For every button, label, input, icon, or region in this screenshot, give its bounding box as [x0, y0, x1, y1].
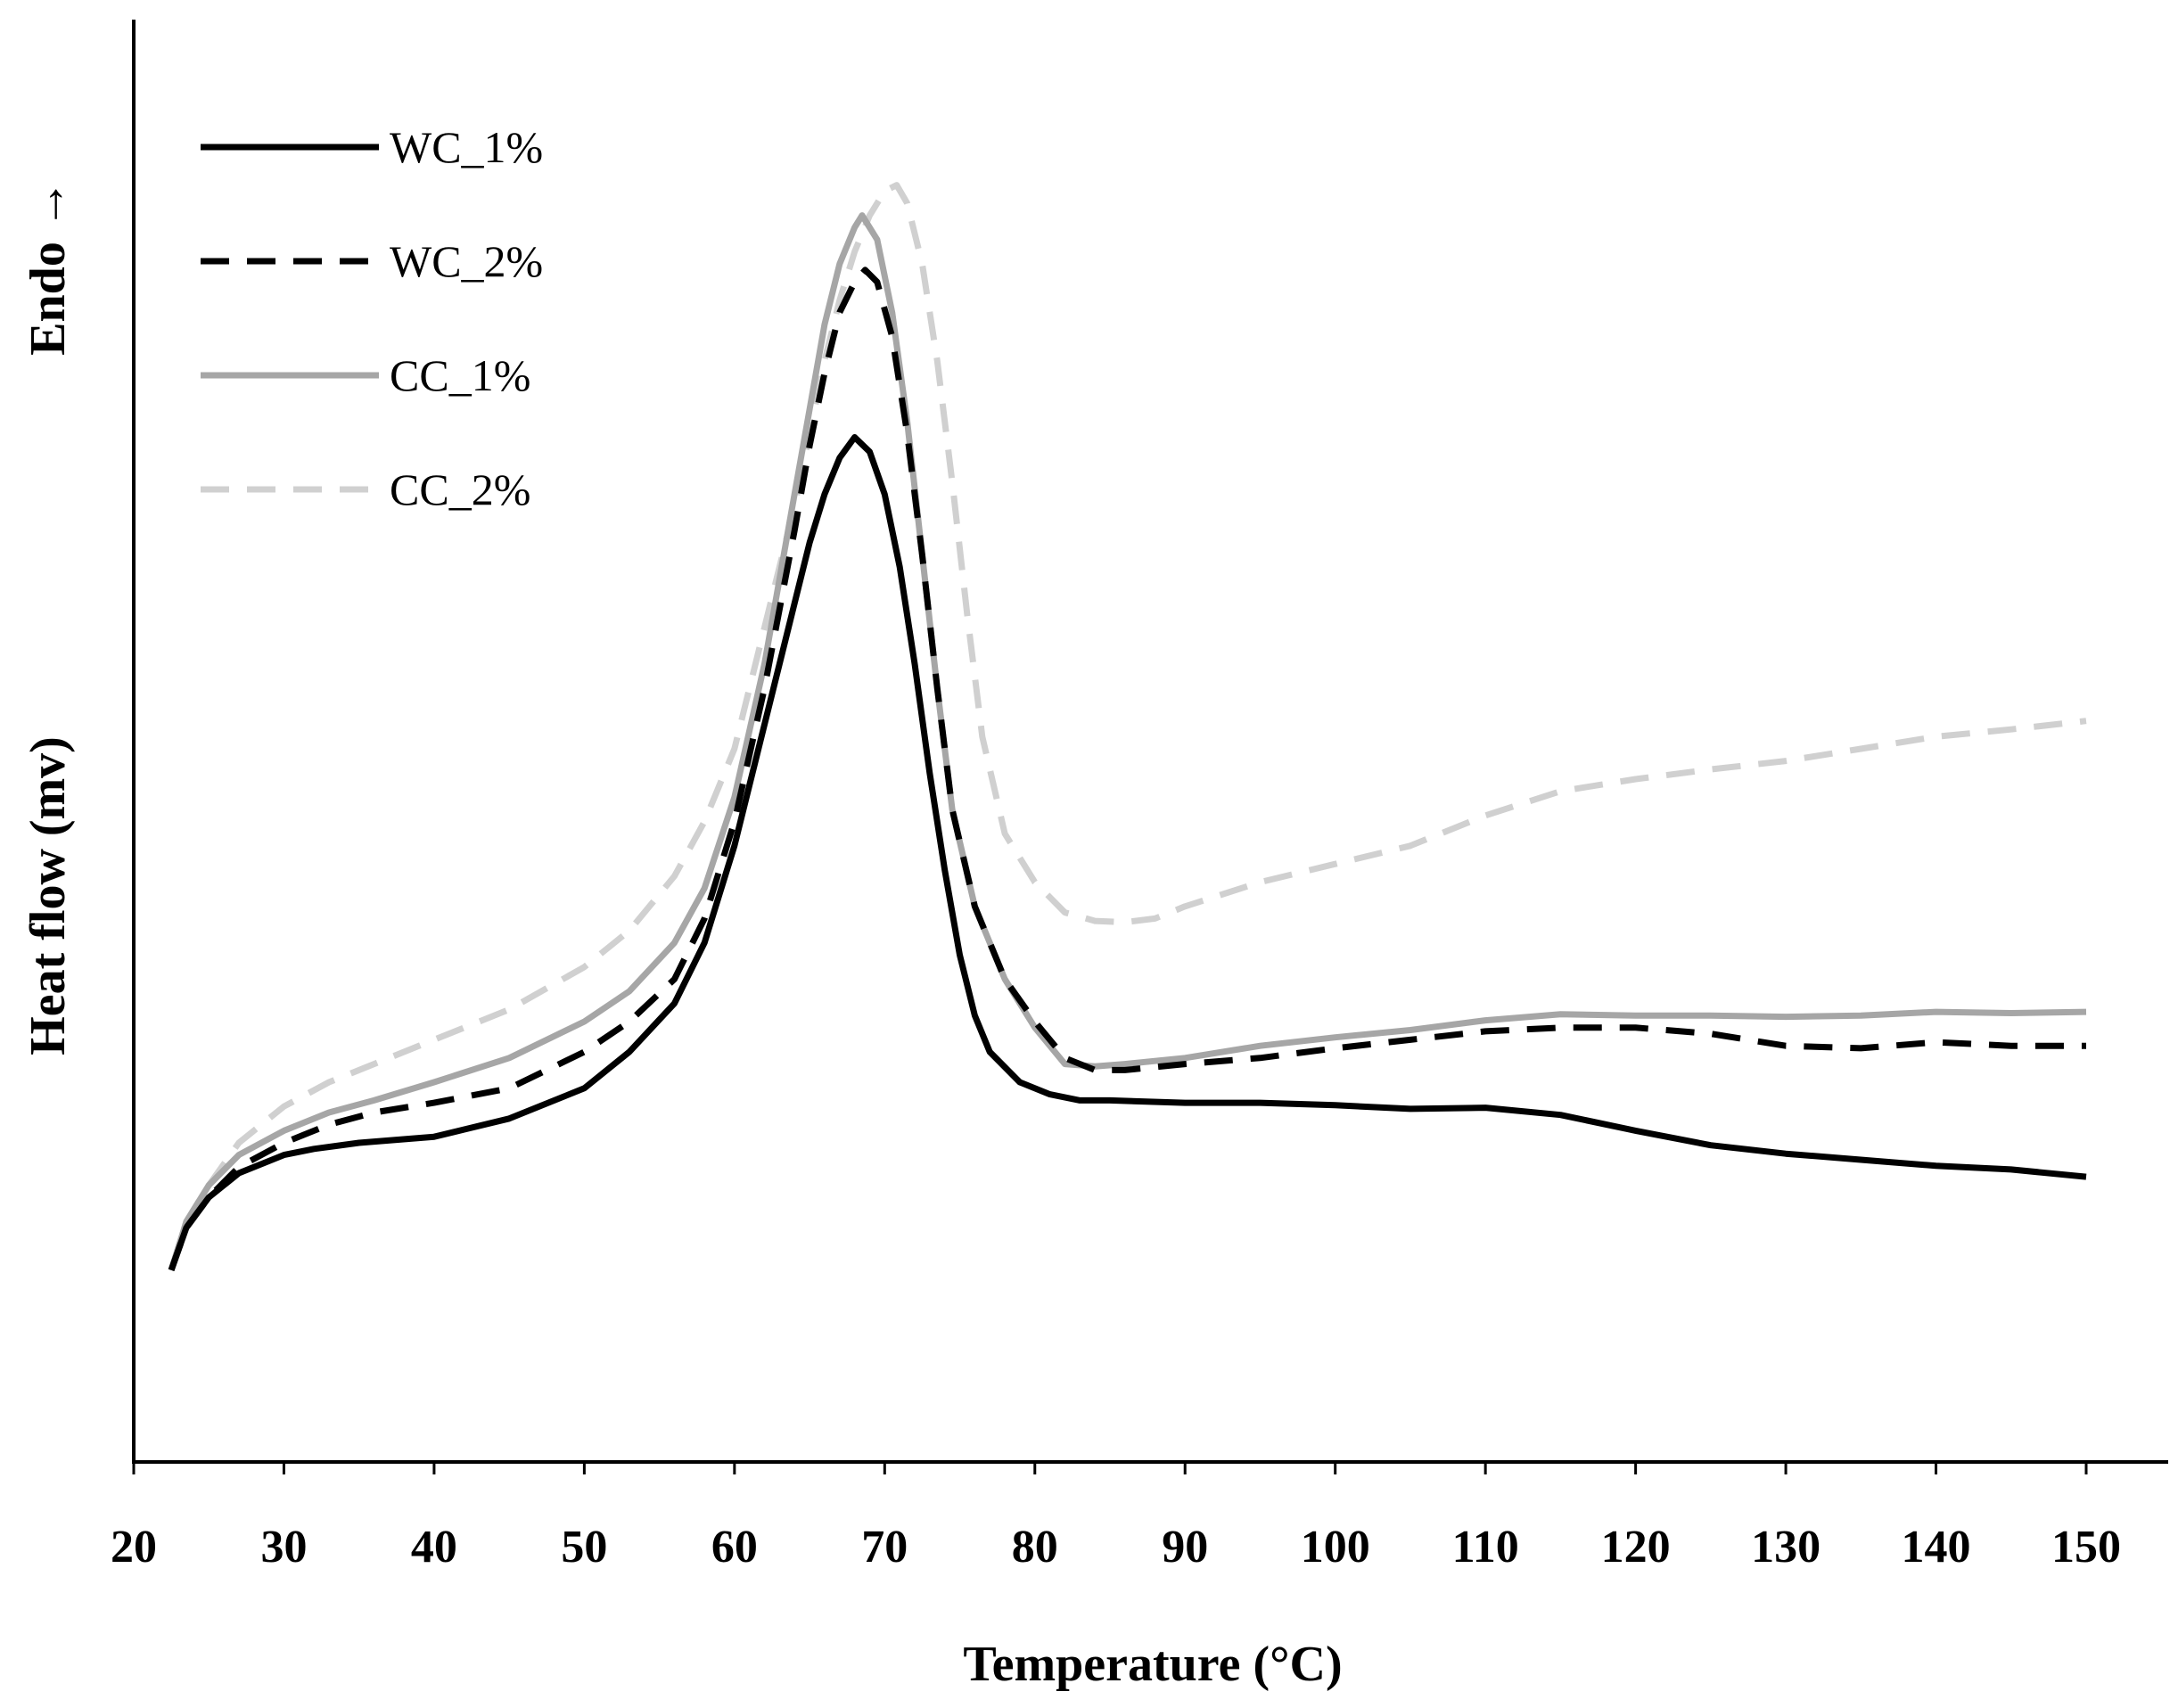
x-tick-label: 100 [1301, 1522, 1370, 1573]
x-tick-label: 130 [1751, 1522, 1820, 1573]
x-tick-label: 50 [561, 1522, 607, 1573]
series-layer [168, 182, 2087, 1271]
x-axis-title: Temperature (°C) [963, 1637, 1342, 1692]
x-tick-label: 80 [1012, 1522, 1058, 1573]
x-tick-label: 70 [861, 1522, 908, 1573]
x-tick-label: 40 [411, 1522, 457, 1573]
series-line-wc-1- [168, 434, 2087, 1271]
x-ticks: 20 30 40 50 60 70 80 90 100 110 120 130 140 150 [111, 1462, 2121, 1573]
axes [132, 20, 2168, 1464]
x-tick-label: 150 [2051, 1522, 2121, 1573]
legend-label: CC_1% [390, 350, 530, 400]
x-tick-label: 60 [711, 1522, 758, 1573]
x-tick-label: 90 [1162, 1522, 1208, 1573]
x-tick-label: 30 [260, 1522, 307, 1573]
x-tick-label: 140 [1902, 1522, 1971, 1573]
x-tick-label: 20 [111, 1522, 157, 1573]
x-tick-label: 110 [1452, 1522, 1519, 1573]
y-axis-title: Heat flow (mv) [21, 736, 76, 1055]
legend-label: CC_2% [390, 464, 530, 514]
series-line-cc-2- [168, 182, 2087, 1271]
y-axis-direction-label: Endo → [21, 179, 76, 356]
x-tick-label: 120 [1601, 1522, 1671, 1573]
series-line-wc-2- [168, 267, 2086, 1271]
legend: WC_1% WC_2% CC_1% CC_2% [201, 122, 543, 514]
legend-label: WC_1% [390, 122, 543, 172]
legend-label: WC_2% [390, 236, 543, 286]
